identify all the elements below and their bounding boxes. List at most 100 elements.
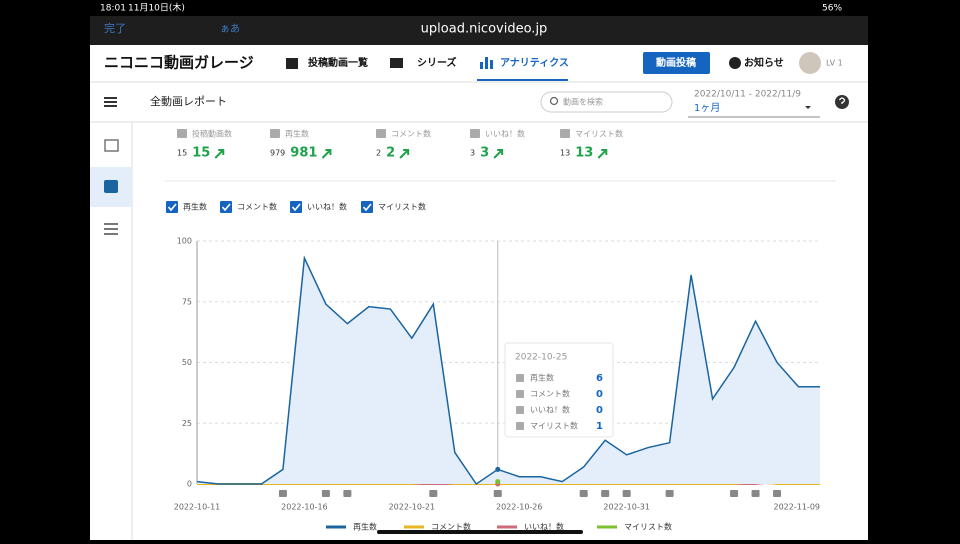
stat-label: 投稿動画数 [192, 129, 232, 139]
stat-icon [376, 129, 386, 138]
legend-label: コメント数 [431, 522, 471, 532]
checkbox-label: マイリスト数 [378, 202, 426, 212]
series-checkbox[interactable] [290, 201, 302, 213]
done-button[interactable]: 完了 [104, 21, 126, 35]
x-tick-label: 2022-10-21 [389, 503, 436, 512]
tooltip-series-name: 再生数 [530, 373, 554, 383]
level: LV 1 [826, 59, 843, 68]
logo: ニコニコ動画ガレージ [104, 54, 254, 72]
tooltip-value: 0 [596, 405, 603, 416]
nav-item[interactable]: 投稿動画一覧 [308, 56, 368, 69]
post-marker [622, 490, 631, 497]
stat-label: 再生数 [285, 129, 309, 139]
series-line [196, 255, 820, 486]
nav-item[interactable]: アナリティクス [500, 57, 569, 69]
stat-label: いいね！数 [485, 129, 525, 139]
notifications: お知らせ [744, 56, 784, 69]
hover-point [495, 479, 501, 485]
series-area [197, 258, 820, 484]
browser-bar [90, 16, 868, 45]
stat-current: 15 [192, 146, 210, 161]
trend-arrow [321, 149, 332, 159]
stat-current: 13 [575, 146, 593, 161]
series-checkbox[interactable] [166, 201, 178, 213]
upload-button-label: 動画投稿 [656, 56, 696, 69]
tooltip-value: 1 [596, 421, 603, 432]
x-tick-label: 2022-10-26 [496, 503, 543, 512]
stat-icon [560, 129, 570, 138]
text-size: ぁあ [220, 23, 240, 35]
stat-previous: 3 [470, 149, 475, 158]
stat-label: マイリスト数 [575, 129, 623, 139]
check-mark [291, 203, 301, 212]
series-checkbox[interactable] [220, 201, 232, 213]
stat-previous: 15 [177, 149, 187, 158]
tooltip-date: 2022-10-25 [515, 353, 567, 363]
tooltip [504, 342, 614, 438]
trend-arrow [493, 149, 504, 159]
legend-label: いいね！数 [524, 522, 564, 532]
tooltip-value: 6 [596, 373, 603, 384]
x-tick-label: 2022-10-16 [281, 503, 328, 512]
sidebar-icons [104, 139, 119, 235]
post-marker [343, 490, 352, 497]
tooltip-icon [516, 406, 524, 414]
post-marker [278, 490, 287, 497]
x-tick-label: 2022-10-11 [174, 503, 221, 512]
legend-label: マイリスト数 [624, 522, 672, 532]
stat-previous: 979 [270, 149, 285, 158]
search-placeholder: 動画を検索 [563, 97, 603, 107]
check-mark [362, 203, 372, 212]
stat-current: 981 [290, 146, 317, 161]
y-tick-label: 100 [177, 237, 192, 246]
tooltip-icon [516, 390, 524, 398]
post-marker [429, 490, 438, 497]
stat-label: コメント数 [391, 129, 431, 139]
trend-arrow [597, 149, 608, 159]
post-marker [773, 490, 782, 497]
stat-previous: 13 [560, 149, 570, 158]
stat-icon [270, 129, 280, 138]
stat-current: 3 [480, 146, 489, 161]
y-tick-label: 75 [182, 297, 192, 306]
series-checkbox[interactable] [361, 201, 373, 213]
tooltip-icon [516, 422, 524, 430]
status-time: 18:01 [100, 4, 126, 14]
post-marker [665, 490, 674, 497]
post-marker [493, 490, 502, 497]
battery: 56% [822, 4, 842, 14]
tooltip-series-name: いいね！数 [530, 405, 570, 415]
trend-arrow [214, 149, 225, 159]
post-marker [579, 490, 588, 497]
hover-point [495, 466, 501, 472]
tooltip-series-name: マイリスト数 [530, 421, 578, 431]
date-range: 2022/10/11 - 2022/11/9 [694, 90, 801, 100]
y-tick-label: 25 [182, 419, 192, 428]
upload-button[interactable] [643, 52, 710, 74]
search-box[interactable] [540, 91, 673, 113]
y-tick-label: 0 [187, 480, 192, 489]
post-marker [321, 490, 330, 497]
x-tick-label: 2022-11-09 [774, 503, 821, 512]
stat-previous: 2 [376, 149, 381, 158]
stat-icon [470, 129, 480, 138]
trend-arrow [399, 149, 410, 159]
post-marker [601, 490, 610, 497]
status-date: 11月10日(木) [128, 2, 185, 14]
tooltip-icon [516, 374, 524, 382]
stat-current: 2 [386, 146, 395, 161]
url: upload.nicovideo.jp [421, 22, 548, 37]
nav-item[interactable]: シリーズ [417, 56, 457, 69]
y-tick-label: 50 [182, 358, 192, 367]
menu-icon[interactable] [104, 97, 117, 107]
stat-icon [177, 129, 187, 138]
page-title: 全動画レポート [150, 94, 227, 108]
x-tick-label: 2022-10-31 [603, 503, 650, 512]
tooltip-value: 0 [596, 389, 603, 400]
check-mark [221, 203, 231, 212]
check-mark [167, 203, 177, 212]
period-select: 1ヶ月 [694, 102, 720, 114]
checkbox-label: 再生数 [183, 202, 207, 212]
